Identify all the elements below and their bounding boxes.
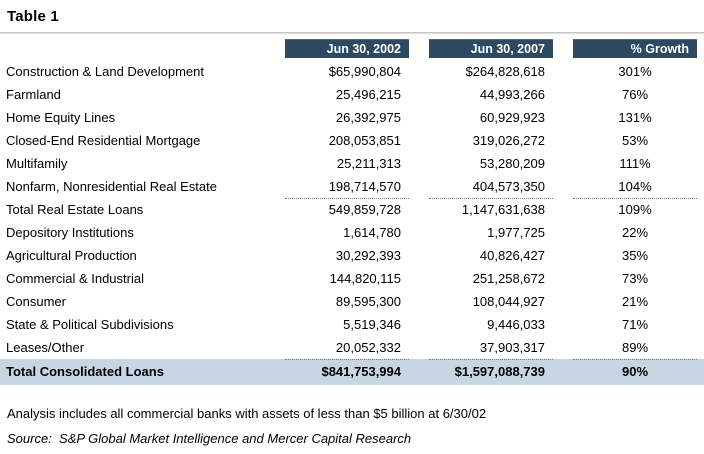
value-jun-2007: 251,258,672: [472, 271, 545, 286]
header-spacer: [0, 39, 265, 58]
table-row: Nonfarm, Nonresidential Real Estate 198,7…: [0, 175, 704, 199]
row-label: Nonfarm, Nonresidential Real Estate: [6, 179, 217, 194]
value-jun-2002: 208,053,851: [328, 133, 401, 148]
value-jun-2007: $1,597,088,739: [454, 364, 545, 379]
row-label: Total Consolidated Loans: [6, 364, 164, 379]
value-jun-2002: 30,292,393: [335, 248, 401, 263]
value-jun-2002: 25,496,215: [335, 87, 401, 102]
column-header: % Growth: [573, 39, 697, 58]
value-jun-2007: $264,828,618: [465, 64, 545, 79]
table-row: Commercial & Industrial 144,820,115 251,25…: [0, 267, 704, 290]
value-jun-2002: 549,859,728: [328, 202, 401, 217]
table-row: Farmland 25,496,215 44,993,266 76%: [0, 83, 704, 106]
value-growth: 76%: [621, 87, 649, 102]
value-jun-2007: 108,044,927: [472, 294, 545, 309]
row-label: Total Real Estate Loans: [6, 202, 144, 217]
value-jun-2002: 25,211,313: [336, 156, 401, 171]
value-growth: 111%: [619, 156, 651, 171]
row-label: Farmland: [6, 87, 61, 102]
column-header: Jun 30, 2007: [429, 39, 553, 58]
value-growth: 301%: [618, 64, 652, 79]
value-jun-2002: $841,753,994: [321, 364, 401, 379]
value-growth: 109%: [618, 202, 652, 217]
value-jun-2002: 144,820,115: [329, 271, 401, 286]
value-growth: 35%: [621, 248, 649, 263]
value-jun-2002: 1,614,780: [343, 225, 401, 240]
analysis-note: Analysis includes all commercial banks w…: [7, 406, 487, 421]
value-jun-2007: 1,977,725: [487, 225, 545, 240]
table-row: Construction & Land Development $65,990,8…: [0, 60, 704, 83]
column-header: Jun 30, 2002: [285, 39, 409, 58]
value-growth: 21%: [621, 294, 649, 309]
table-row: Multifamily 25,211,313 53,280,209 111%: [0, 152, 704, 175]
table-row: Total Real Estate Loans 549,859,728 1,147,…: [0, 198, 704, 221]
value-jun-2007: 40,826,427: [479, 248, 545, 263]
value-jun-2007: 53,280,209: [479, 156, 545, 171]
value-growth: 90%: [621, 364, 649, 379]
value-jun-2007: 319,026,272: [472, 133, 545, 148]
value-growth: 73%: [621, 271, 649, 286]
table-title: Table 1: [7, 8, 59, 25]
value-jun-2002: 89,595,300: [335, 294, 401, 309]
table-header-row: Jun 30, 2002 Jun 30, 2007 % Growth: [0, 39, 704, 58]
table-row: Closed-End Residential Mortgage 208,053,8…: [0, 129, 704, 152]
row-label: Leases/Other: [6, 340, 85, 355]
table-row: Consumer 89,595,300 108,044,927 21%: [0, 290, 704, 313]
value-jun-2007: 404,573,350: [429, 175, 553, 199]
row-label: State & Political Subdivisions: [6, 317, 174, 332]
source-note: Source: S&P Global Market Intelligence a…: [7, 431, 412, 446]
row-label: Commercial & Industrial: [6, 271, 144, 286]
total-row: Total Consolidated Loans $841,753,994 $1,5…: [0, 359, 704, 385]
value-jun-2002: $65,990,804: [328, 64, 401, 79]
table-row: State & Political Subdivisions 5,519,346 9…: [0, 313, 704, 336]
table-body: Construction & Land Development $65,990,8…: [0, 60, 704, 385]
value-jun-2002: 5,519,346: [343, 317, 401, 332]
table-row: Depository Institutions 1,614,780 1,977,72…: [0, 221, 704, 244]
value-growth: 131%: [618, 110, 652, 125]
row-label: Multifamily: [6, 156, 68, 171]
row-label: Construction & Land Development: [6, 64, 205, 79]
row-label: Consumer: [6, 294, 66, 309]
value-jun-2007: 9,446,033: [487, 317, 545, 332]
value-jun-2002: 20,052,332: [285, 336, 409, 360]
value-jun-2002: 198,714,570: [285, 175, 409, 199]
value-jun-2007: 37,903,317: [429, 336, 553, 360]
table-row: Leases/Other 20,052,332 37,903,317 89%: [0, 336, 704, 360]
value-growth: 71%: [621, 317, 649, 332]
row-label: Agricultural Production: [6, 248, 137, 263]
value-growth: 22%: [621, 225, 649, 240]
value-jun-2007: 44,993,266: [479, 87, 545, 102]
table-row: Home Equity Lines 26,392,975 60,929,923 131…: [0, 106, 704, 129]
value-jun-2007: 60,929,923: [479, 110, 545, 125]
value-growth: 89%: [573, 336, 697, 360]
value-growth: 53%: [621, 133, 649, 148]
row-label: Home Equity Lines: [6, 110, 116, 125]
row-label: Closed-End Residential Mortgage: [6, 133, 201, 148]
row-label: Depository Institutions: [6, 225, 134, 240]
table-row: Agricultural Production 30,292,393 40,826,…: [0, 244, 704, 267]
value-jun-2002: 26,392,975: [335, 110, 401, 125]
loan-table: Jun 30, 2002 Jun 30, 2007 % Growth Constru…: [0, 39, 704, 385]
value-jun-2007: 1,147,631,638: [461, 202, 545, 217]
value-growth: 104%: [573, 175, 697, 199]
title-rule: [0, 32, 704, 34]
